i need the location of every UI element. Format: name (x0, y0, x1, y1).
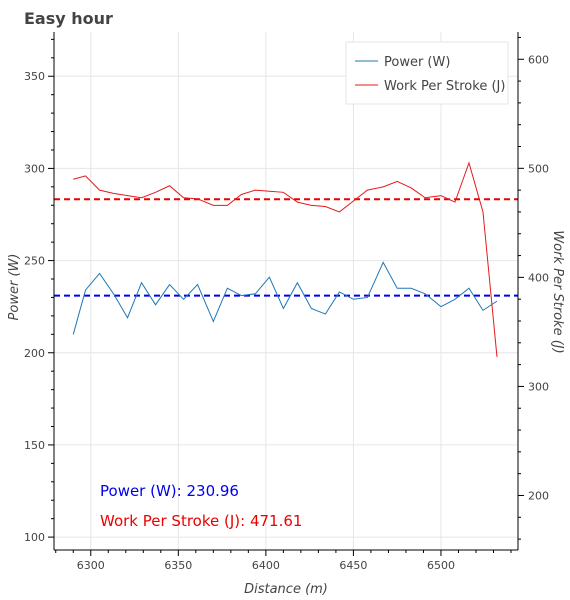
y-tick-label: 150 (24, 439, 45, 452)
data-point-power (439, 305, 442, 308)
x-tick-label: 6300 (77, 559, 105, 572)
data-point-power (495, 300, 498, 303)
y2-tick-label: 200 (528, 489, 549, 502)
chart-title: Easy hour (24, 9, 113, 28)
axes (48, 32, 524, 556)
data-point-power (366, 296, 369, 299)
data-point-work-per-stroke (467, 161, 470, 164)
y2-tick-label: 400 (528, 271, 549, 284)
data-point-power (126, 316, 129, 319)
y-tick-label: 100 (24, 531, 45, 544)
data-point-work-per-stroke (453, 201, 456, 204)
reference-lines (54, 198, 518, 297)
y-tick-label: 200 (24, 347, 45, 360)
data-point-power (254, 292, 257, 295)
x-tick-label: 6400 (252, 559, 280, 572)
data-point-work-per-stroke (481, 210, 484, 213)
y2-tick-label: 500 (528, 162, 549, 175)
data-point-work-per-stroke (84, 174, 87, 177)
data-point-work-per-stroke (212, 204, 215, 207)
y-tick-label: 300 (24, 162, 45, 175)
data-point-power (268, 276, 271, 279)
data-point-power (382, 261, 385, 264)
data-point-work-per-stroke (366, 189, 369, 192)
data-point-power (352, 298, 355, 301)
data-point-work-per-stroke (310, 204, 313, 207)
legend: Power (W) Work Per Stroke (J) (345, 41, 509, 105)
data-point-power (424, 292, 427, 295)
data-point-work-per-stroke (396, 180, 399, 183)
data-point-work-per-stroke (196, 197, 199, 200)
data-point-work-per-stroke (352, 200, 355, 203)
y-tick-label: 250 (24, 255, 45, 268)
data-point-work-per-stroke (98, 189, 101, 192)
tick-labels: 6300 6350 6400 6450 6500 100 150 200 250 300 350 20… (24, 53, 549, 572)
data-point-work-per-stroke (140, 196, 143, 199)
annotation-power-mean: Power (W): 230.96 (100, 482, 239, 500)
data-point-power (453, 298, 456, 301)
data-point-power (324, 313, 327, 316)
data-point-power (338, 290, 341, 293)
data-point-power (467, 287, 470, 290)
legend-label-work-per-stroke: Work Per Stroke (J) (384, 79, 505, 94)
data-point-work-per-stroke (424, 196, 427, 199)
data-point-power (296, 281, 299, 284)
data-point-power (226, 287, 229, 290)
y-tick-label: 350 (24, 70, 45, 83)
data-point-power (196, 283, 199, 286)
data-point-work-per-stroke (182, 196, 185, 199)
data-point-power (84, 289, 87, 292)
series-line-power (72, 261, 498, 335)
data-point-power (182, 298, 185, 301)
grid (54, 32, 518, 550)
legend-label-power: Power (W) (384, 55, 450, 70)
data-point-power (72, 333, 75, 336)
x-tick-label: 6350 (164, 559, 192, 572)
data-point-power (240, 294, 243, 297)
data-point-work-per-stroke (296, 201, 299, 204)
data-point-work-per-stroke (126, 194, 129, 197)
data-point-power (481, 309, 484, 312)
data-point-work-per-stroke (324, 205, 327, 208)
y2-axis-label: Work Per Stroke (J) (550, 230, 565, 353)
data-point-power (310, 307, 313, 310)
data-point-power (154, 303, 157, 306)
data-point-power (282, 307, 285, 310)
data-point-work-per-stroke (495, 355, 498, 358)
data-point-power (168, 283, 171, 286)
data-point-power (112, 292, 115, 295)
data-point-work-per-stroke (382, 185, 385, 188)
data-point-power (410, 287, 413, 290)
x-axis-label: Distance (m) (244, 582, 328, 597)
series-lines (72, 161, 498, 358)
data-point-work-per-stroke (439, 194, 442, 197)
data-point-work-per-stroke (112, 192, 115, 195)
data-point-work-per-stroke (410, 186, 413, 189)
series-line-work-per-stroke (73, 161, 498, 358)
data-point-power (212, 320, 215, 323)
y2-tick-label: 300 (528, 380, 549, 393)
x-tick-label: 6450 (339, 559, 367, 572)
data-point-power (140, 281, 143, 284)
data-point-work-per-stroke (338, 210, 341, 213)
data-point-work-per-stroke (72, 178, 75, 181)
data-point-work-per-stroke (254, 189, 257, 192)
y2-tick-label: 600 (528, 53, 549, 66)
x-tick-label: 6500 (427, 559, 455, 572)
data-point-work-per-stroke (268, 190, 271, 193)
legend-box (345, 41, 509, 105)
data-point-power (396, 287, 399, 290)
data-point-work-per-stroke (226, 204, 229, 207)
data-point-work-per-stroke (282, 191, 285, 194)
annotation-work-per-stroke-mean: Work Per Stroke (J): 471.61 (100, 512, 302, 530)
data-point-work-per-stroke (168, 184, 171, 187)
data-point-work-per-stroke (154, 191, 157, 194)
data-point-power (98, 272, 101, 275)
y-axis-label: Power (W) (7, 254, 22, 321)
data-point-work-per-stroke (240, 193, 243, 196)
